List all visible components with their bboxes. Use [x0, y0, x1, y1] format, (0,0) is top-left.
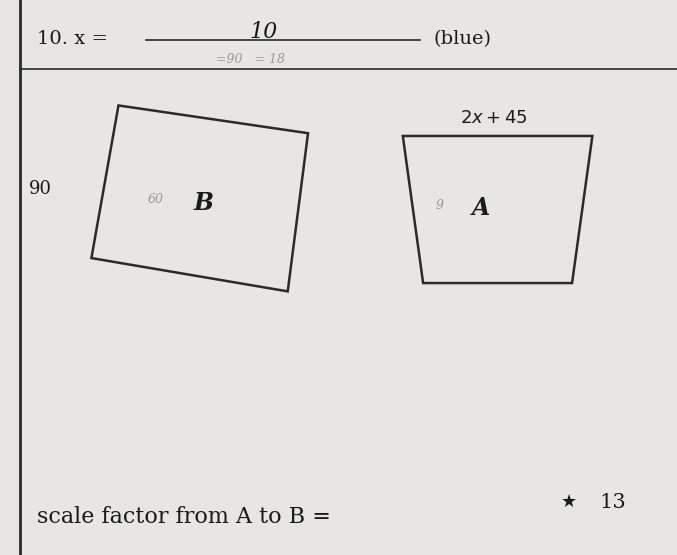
Text: =90   = 18: =90 = 18 — [216, 53, 285, 66]
Text: 10: 10 — [250, 21, 278, 43]
Text: 60: 60 — [148, 193, 164, 206]
Text: 9: 9 — [436, 199, 444, 212]
Text: 90: 90 — [29, 180, 52, 198]
Text: $2x + 45$: $2x + 45$ — [460, 109, 528, 127]
Text: scale factor from A to B =: scale factor from A to B = — [37, 506, 331, 528]
Text: 13: 13 — [599, 493, 626, 512]
Text: A: A — [471, 196, 490, 220]
Text: B: B — [193, 190, 213, 215]
Text: (blue): (blue) — [433, 30, 492, 48]
Text: 10. x =: 10. x = — [37, 30, 108, 48]
Text: ★: ★ — [561, 493, 577, 511]
